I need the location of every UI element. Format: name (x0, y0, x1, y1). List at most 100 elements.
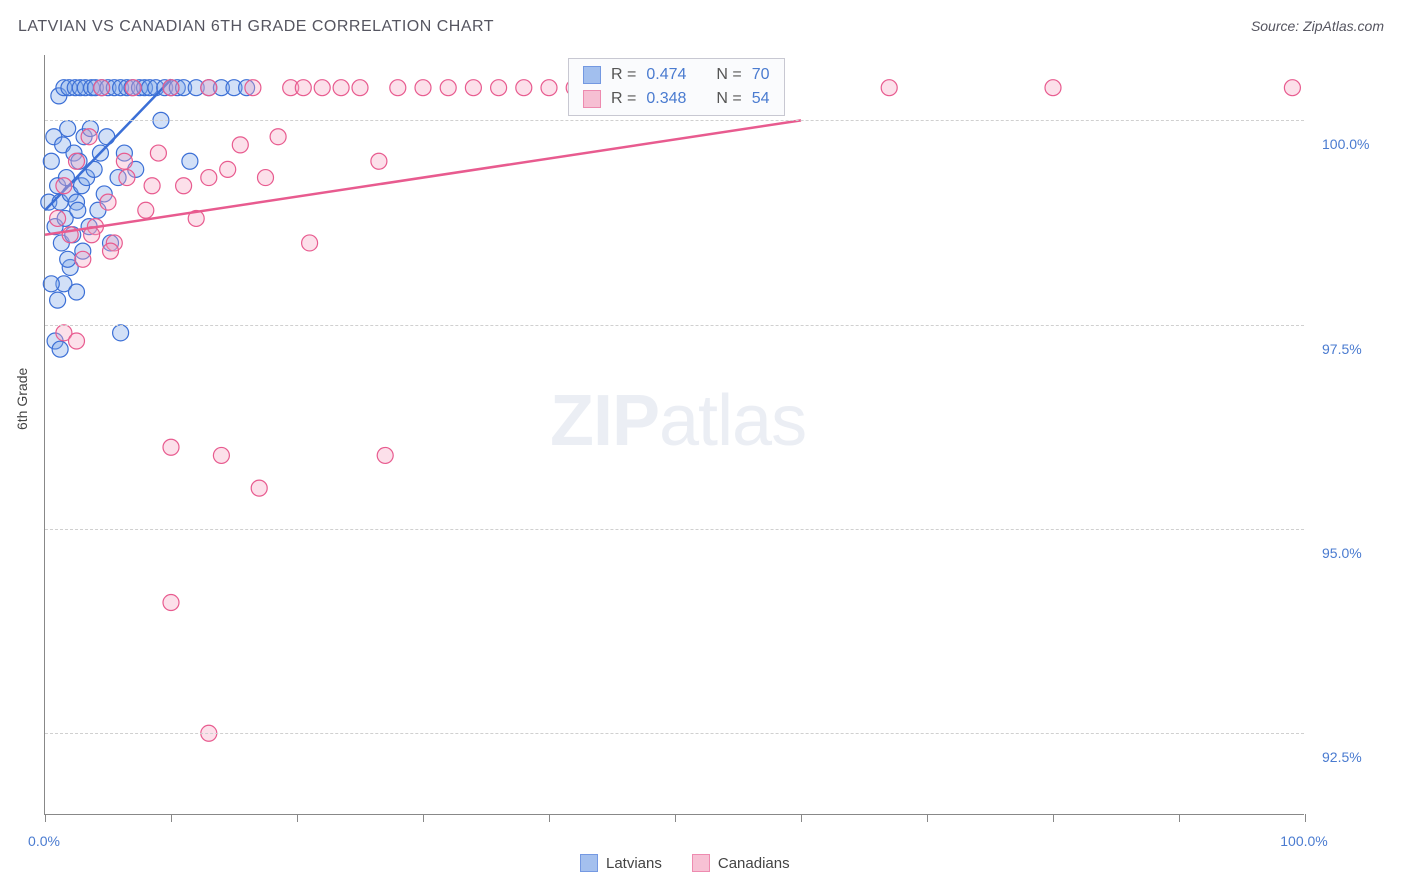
data-point (232, 137, 248, 153)
y-tick-label: 100.0% (1322, 136, 1369, 152)
series-name: Latvians (606, 855, 662, 872)
stats-row: R = 0.474 N = 70 (569, 63, 784, 87)
data-point (43, 153, 59, 169)
data-point (182, 153, 198, 169)
data-point (333, 80, 349, 96)
x-tick (675, 814, 676, 822)
n-label: N = (716, 66, 741, 84)
data-point (69, 284, 85, 300)
plot-area (44, 55, 1304, 815)
data-point (201, 80, 217, 96)
gridline (45, 529, 1304, 530)
y-axis-title: 6th Grade (14, 368, 30, 430)
data-point (116, 153, 132, 169)
legend-swatch (583, 90, 601, 108)
data-point (138, 202, 154, 218)
x-tick (801, 814, 802, 822)
data-point (465, 80, 481, 96)
data-point (69, 333, 85, 349)
data-point (43, 276, 59, 292)
y-tick-label: 92.5% (1322, 749, 1362, 765)
data-point (314, 80, 330, 96)
legend-swatch (580, 854, 598, 872)
n-label: N = (716, 90, 741, 108)
data-point (52, 341, 68, 357)
data-point (163, 595, 179, 611)
x-tick (297, 814, 298, 822)
x-tick (927, 814, 928, 822)
stats-row: R = 0.348 N = 54 (569, 87, 784, 111)
data-point (1045, 80, 1061, 96)
data-point (295, 80, 311, 96)
data-point (81, 129, 97, 145)
data-point (881, 80, 897, 96)
source-attribution: Source: ZipAtlas.com (1251, 18, 1384, 34)
data-point (302, 235, 318, 251)
data-point (220, 161, 236, 177)
x-tick-label: 100.0% (1280, 833, 1327, 849)
y-tick-label: 97.5% (1322, 341, 1362, 357)
legend-swatch (583, 66, 601, 84)
r-label: R = (611, 66, 636, 84)
data-point (103, 243, 119, 259)
data-point (213, 447, 229, 463)
data-point (163, 439, 179, 455)
x-tick (1179, 814, 1180, 822)
source-prefix: Source: (1251, 18, 1303, 34)
r-label: R = (611, 90, 636, 108)
data-point (94, 80, 110, 96)
gridline (45, 733, 1304, 734)
x-tick (45, 814, 46, 822)
data-point (245, 80, 261, 96)
series-name: Canadians (718, 855, 790, 872)
r-value: 0.474 (646, 66, 686, 84)
data-point (60, 251, 76, 267)
n-value: 70 (752, 66, 770, 84)
x-tick (1053, 814, 1054, 822)
data-point (1284, 80, 1300, 96)
data-point (390, 80, 406, 96)
data-point (69, 153, 85, 169)
data-point (377, 447, 393, 463)
series-legend-item: Latvians (580, 854, 662, 872)
r-value: 0.348 (646, 90, 686, 108)
gridline (45, 325, 1304, 326)
data-point (541, 80, 557, 96)
x-tick (423, 814, 424, 822)
n-value: 54 (752, 90, 770, 108)
data-point (163, 80, 179, 96)
data-point (60, 121, 76, 137)
legend-swatch (692, 854, 710, 872)
data-point (100, 194, 116, 210)
x-tick-label: 0.0% (28, 833, 60, 849)
data-point (56, 178, 72, 194)
data-point (75, 251, 91, 267)
regression-line (45, 120, 801, 234)
chart-svg (45, 55, 1304, 814)
data-point (201, 170, 217, 186)
x-tick (1305, 814, 1306, 822)
data-point (251, 480, 267, 496)
data-point (50, 292, 66, 308)
data-point (150, 145, 166, 161)
data-point (440, 80, 456, 96)
series-legend: Latvians Canadians (580, 854, 790, 872)
stats-legend: R = 0.474 N = 70 R = 0.348 N = 54 (568, 58, 785, 116)
x-tick (171, 814, 172, 822)
data-point (176, 178, 192, 194)
data-point (516, 80, 532, 96)
data-point (70, 202, 86, 218)
gridline (45, 120, 1304, 121)
chart-title: LATVIAN VS CANADIAN 6TH GRADE CORRELATIO… (18, 18, 494, 36)
data-point (99, 129, 115, 145)
data-point (258, 170, 274, 186)
data-point (415, 80, 431, 96)
data-point (144, 178, 160, 194)
data-point (270, 129, 286, 145)
data-point (491, 80, 507, 96)
data-point (352, 80, 368, 96)
source-name: ZipAtlas.com (1303, 18, 1384, 34)
data-point (125, 80, 141, 96)
data-point (50, 210, 66, 226)
x-tick (549, 814, 550, 822)
